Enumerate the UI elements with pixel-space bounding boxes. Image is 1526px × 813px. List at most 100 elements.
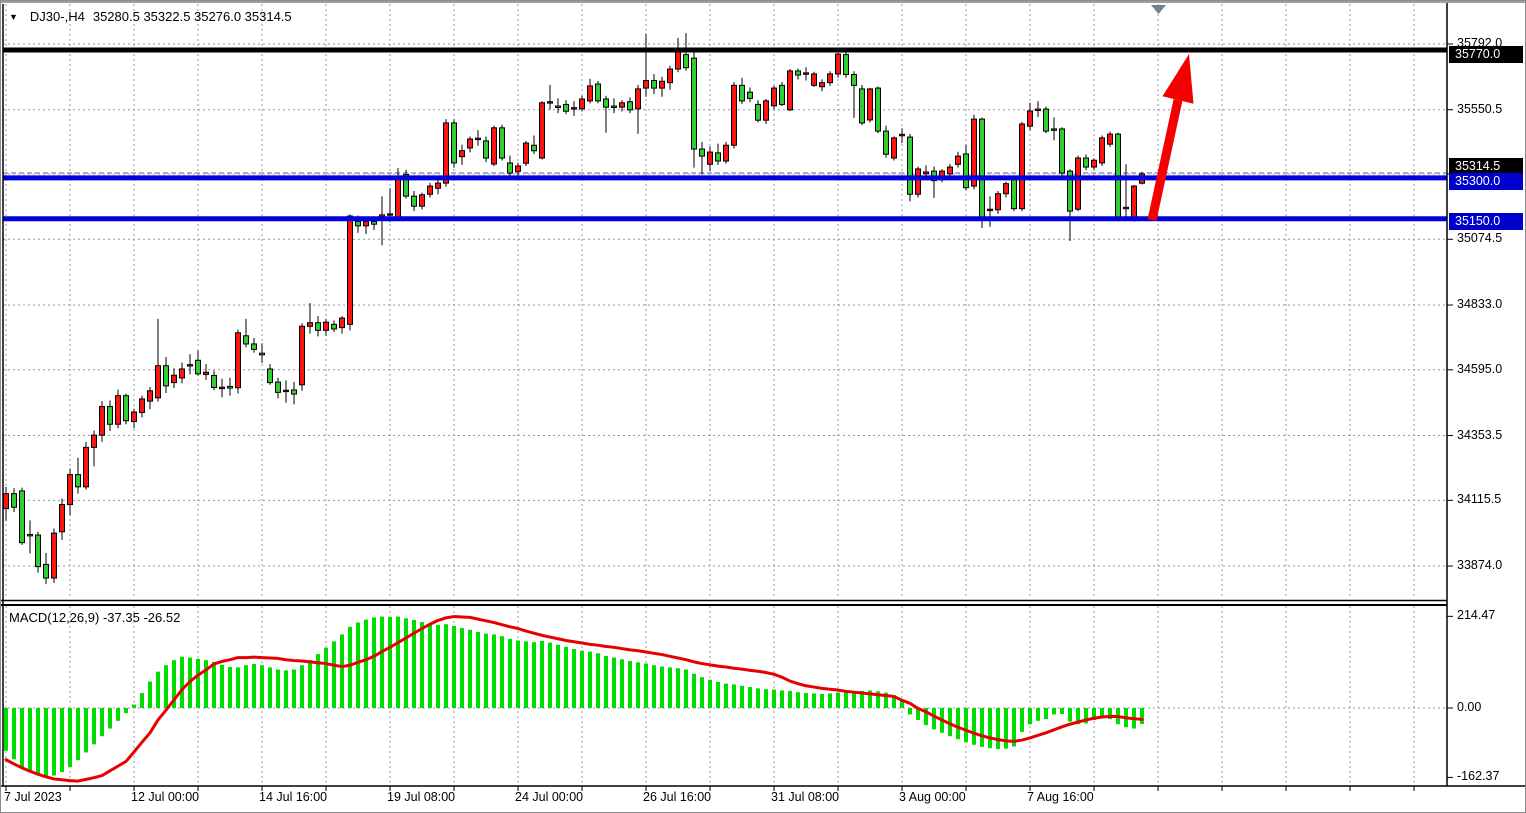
macd-histogram-bar — [492, 634, 496, 708]
macd-histogram-bar — [380, 616, 384, 708]
candle-body — [683, 54, 689, 69]
candle-body — [651, 79, 657, 89]
macd-histogram-bar — [820, 693, 824, 708]
macd-histogram-bar — [612, 657, 616, 708]
macd-histogram-bar — [908, 708, 912, 715]
macd-indicator-label: MACD(12,26,9) -37.35 -26.52 — [9, 610, 180, 625]
macd-histogram-bar — [508, 638, 512, 708]
macd-histogram-bar — [1028, 708, 1032, 725]
candle-body — [859, 88, 865, 124]
macd-histogram-bar — [436, 625, 440, 708]
candle-body — [219, 386, 225, 390]
candle-body — [1091, 159, 1097, 168]
macd-histogram-bar — [628, 660, 632, 708]
macd-histogram-bar — [4, 708, 8, 751]
macd-histogram-bar — [100, 708, 104, 737]
macd-histogram-bar — [228, 666, 232, 708]
macd-histogram-bar — [812, 693, 816, 708]
macd-histogram-bar — [1076, 708, 1080, 725]
macd-histogram-bar — [868, 690, 872, 708]
candle-body — [347, 215, 353, 325]
trend-arrow-head[interactable] — [1162, 54, 1194, 104]
candle-body — [467, 138, 473, 149]
macd-histogram-bar — [484, 633, 488, 708]
candle-body — [779, 84, 785, 105]
macd-tick-label: -162.37 — [1457, 769, 1500, 784]
macd-histogram-bar — [396, 616, 400, 708]
candle-body — [363, 220, 369, 227]
candle-body — [1011, 179, 1017, 210]
candle-body — [699, 148, 705, 157]
candle-body — [395, 175, 401, 220]
candle-body — [291, 389, 297, 395]
macd-histogram-bar — [1140, 708, 1144, 724]
candle-body — [611, 105, 617, 108]
macd-histogram-bar — [804, 693, 808, 708]
macd-histogram-bar — [68, 708, 72, 767]
candle-body — [235, 332, 241, 389]
candle-body — [483, 140, 489, 159]
trend-arrow-shaft[interactable] — [1147, 99, 1183, 221]
candle-body — [539, 102, 545, 159]
macd-histogram-bar — [28, 708, 32, 773]
resistance-price-badge: 35770.0 — [1449, 46, 1523, 64]
macd-histogram-bar — [828, 693, 832, 708]
macd-histogram-bar — [652, 665, 656, 708]
candle-body — [211, 375, 217, 388]
shift-marker-icon — [1151, 5, 1166, 14]
candle-body — [107, 406, 113, 425]
macd-histogram-bar — [580, 650, 584, 708]
candle-body — [771, 87, 777, 107]
macd-histogram-bar — [340, 634, 344, 708]
macd-histogram-bar — [660, 666, 664, 708]
macd-histogram-bar — [468, 629, 472, 708]
macd-histogram-bar — [532, 642, 536, 708]
candle-body — [315, 322, 321, 331]
candle-body — [275, 381, 281, 393]
candle-body — [811, 73, 817, 86]
macd-histogram-bar — [1036, 708, 1040, 721]
macd-histogram-bar — [692, 673, 696, 708]
macd-histogram-bar — [148, 681, 152, 708]
candle-body — [435, 182, 441, 189]
macd-histogram-bar — [564, 646, 568, 708]
candle-body — [603, 98, 609, 108]
candle-body — [1083, 157, 1089, 168]
candle-body — [259, 352, 265, 356]
candle-body — [835, 53, 841, 75]
macd-histogram-bar — [36, 708, 40, 776]
candle-body — [923, 171, 929, 175]
macd-histogram-bar — [572, 649, 576, 708]
candle-body — [11, 493, 17, 508]
candle-body — [1059, 128, 1065, 174]
candle-body — [147, 390, 153, 402]
candle-body — [427, 185, 433, 195]
candle-body — [1075, 157, 1081, 210]
symbol-dropdown-icon[interactable]: ▼ — [9, 11, 18, 22]
macd-histogram-bar — [1052, 708, 1056, 715]
candle-body — [531, 144, 537, 152]
macd-histogram-bar — [428, 623, 432, 708]
candle-body — [635, 88, 641, 110]
time-tick-label: 3 Aug 00:00 — [899, 790, 966, 804]
time-tick-label: 26 Jul 16:00 — [643, 790, 712, 804]
candle-body — [851, 73, 857, 86]
macd-histogram-bar — [252, 663, 256, 708]
macd-histogram-bar — [540, 640, 544, 708]
candle-body — [75, 474, 81, 488]
macd-histogram-bar — [212, 661, 216, 708]
candle-body — [659, 80, 665, 89]
macd-histogram-bar — [852, 691, 856, 708]
candle-body — [1123, 206, 1129, 210]
candle-body — [891, 137, 897, 159]
candle-body — [867, 88, 873, 121]
candle-body — [251, 343, 257, 350]
candle-body — [787, 70, 793, 111]
chart-title: ▼ DJ30-,H4 35280.5 35322.5 35276.0 35314… — [9, 9, 292, 24]
macd-histogram-bar — [348, 626, 352, 708]
macd-histogram-bar — [1068, 708, 1072, 722]
macd-histogram-bar — [1060, 708, 1064, 714]
candle-body — [755, 103, 761, 121]
